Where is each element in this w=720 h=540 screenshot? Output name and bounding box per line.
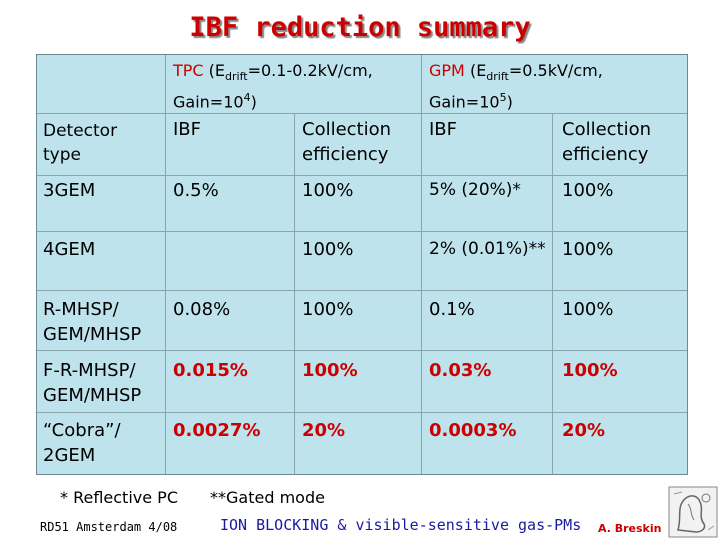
table-cell-tpc-ce: 100%	[302, 299, 354, 320]
tpc-collection-efficiency-header: Collection efficiency	[302, 119, 392, 165]
table-cell-tpc-ce: 100%	[302, 239, 354, 260]
table-cell-gpm-ce: 100%	[562, 360, 618, 381]
gpm-ibf-header: IBF	[429, 119, 458, 140]
ibf-summary-table: TPC (Edrift=0.1-0.2kV/cm, Gain=104) GPM …	[36, 54, 688, 475]
slide-title: IBF reduction summary	[189, 12, 531, 43]
footnote-gated: **Gated mode	[210, 488, 325, 507]
table-row-detector: R-MHSP/ GEM/MHSP	[43, 299, 142, 345]
grid-line	[552, 113, 553, 474]
table-row-detector: 3GEM	[43, 180, 96, 201]
table-cell-tpc-ibf: 0.015%	[173, 360, 248, 381]
table-row-detector: 4GEM	[43, 239, 96, 260]
table-cell-gpm-ibf: 2% (0.01%)**	[429, 239, 546, 259]
table-cell-tpc-ibf: 0.5%	[173, 180, 219, 201]
table-row-detector: F-R-MHSP/ GEM/MHSP	[43, 360, 142, 406]
table-cell-gpm-ce: 20%	[562, 420, 606, 441]
grid-line	[37, 412, 687, 413]
gpm-header: GPM (Edrift=0.5kV/cm, Gain=105)	[429, 61, 603, 112]
table-cell-gpm-ibf: 5% (20%)*	[429, 180, 521, 200]
topic-label: ION BLOCKING & visible-sensitive gas-PMs	[220, 516, 582, 534]
grid-line	[37, 175, 687, 176]
grid-line	[294, 113, 295, 474]
table-cell-tpc-ce: 100%	[302, 180, 354, 201]
table-cell-gpm-ce: 100%	[562, 239, 614, 260]
grid-line	[165, 55, 166, 474]
grid-line	[37, 113, 687, 114]
grid-line	[37, 231, 687, 232]
table-cell-tpc-ce: 100%	[302, 360, 358, 381]
table-cell-gpm-ce: 100%	[562, 299, 614, 320]
tpc-ibf-header: IBF	[173, 119, 202, 140]
institute-logo	[668, 486, 718, 538]
footnote-reflective: * Reflective PC	[60, 488, 178, 507]
grid-line	[421, 55, 422, 474]
table-cell-tpc-ibf: 0.08%	[173, 299, 231, 320]
table-cell-gpm-ibf: 0.03%	[429, 360, 492, 381]
table-cell-gpm-ibf: 0.1%	[429, 299, 475, 320]
table-cell-tpc-ce: 20%	[302, 420, 346, 441]
tpc-header: TPC (Edrift=0.1-0.2kV/cm, Gain=104)	[173, 61, 373, 112]
table-row-detector: “Cobra”/ 2GEM	[43, 420, 121, 466]
grid-line	[37, 290, 687, 291]
grid-line	[37, 350, 687, 351]
detector-type-header: Detector type	[43, 121, 118, 165]
table-cell-gpm-ibf: 0.0003%	[429, 420, 517, 441]
table-cell-tpc-ibf: 0.0027%	[173, 420, 261, 441]
conference-label: RD51 Amsterdam 4/08	[40, 520, 178, 534]
author-label: A. Breskin	[598, 522, 662, 535]
gpm-collection-efficiency-header: Collection efficiency	[562, 119, 652, 165]
table-cell-gpm-ce: 100%	[562, 180, 614, 201]
